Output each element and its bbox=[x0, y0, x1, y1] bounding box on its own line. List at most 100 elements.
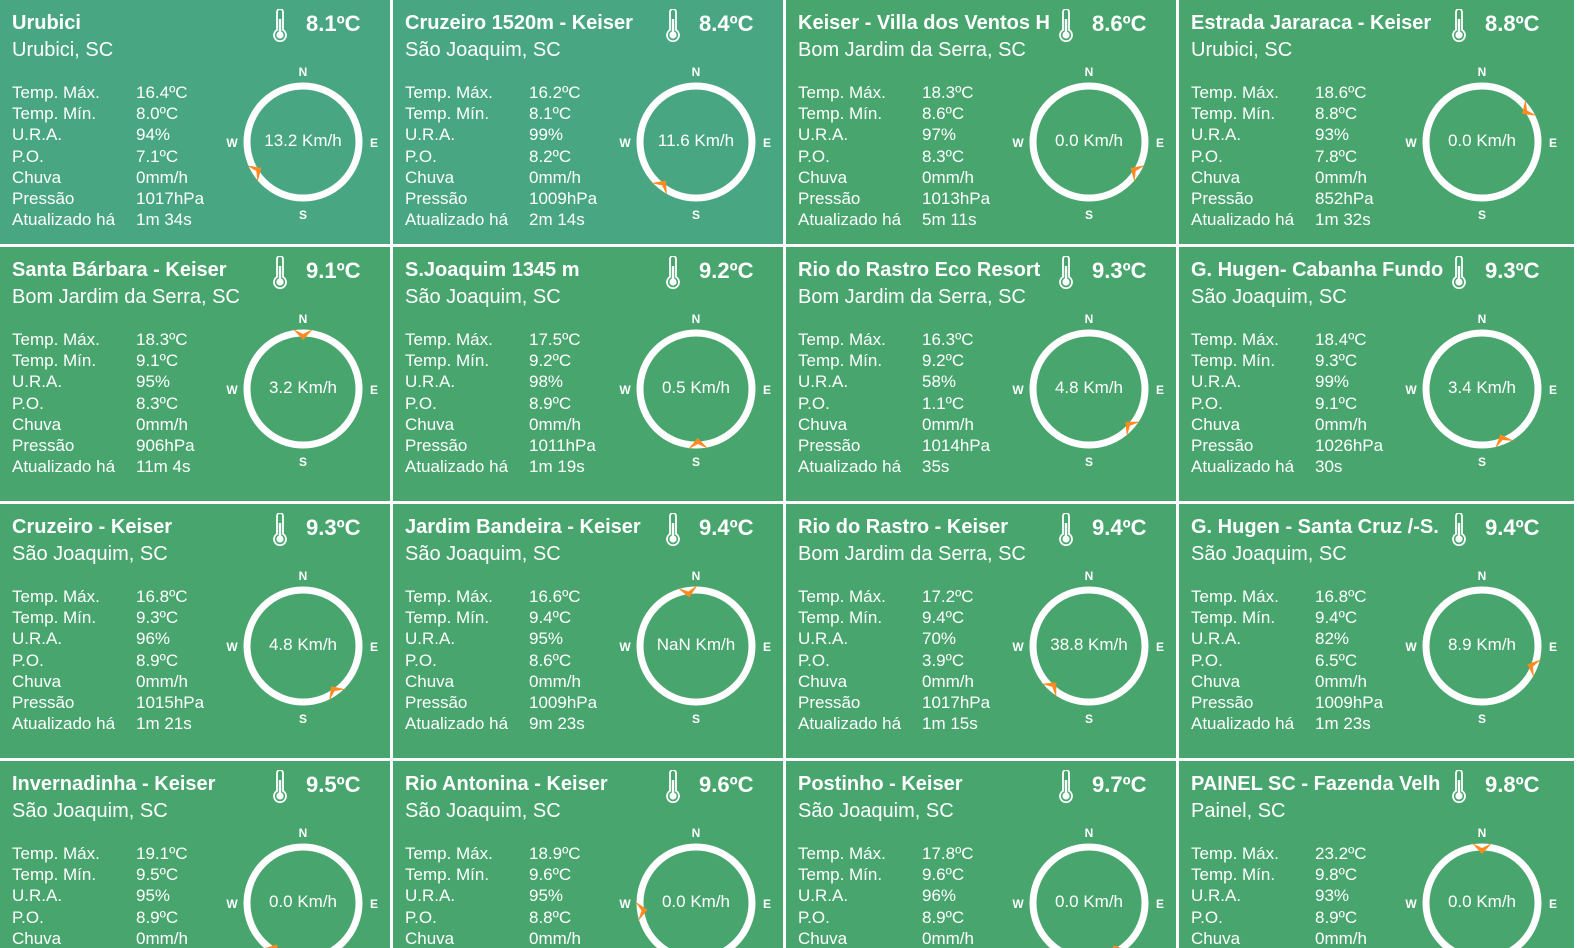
stat-pressure: Pressão 1009hPa bbox=[405, 692, 597, 713]
station-name[interactable]: Jardim Bandeira - Keiser bbox=[405, 516, 641, 538]
stat-dew-point: P.O. 8.6ºC bbox=[405, 650, 597, 671]
station-stats: Temp. Máx. 16.8ºC Temp. Mín. 9.3ºC U.R.A. 9… bbox=[12, 586, 204, 734]
stat-rain: Chuva 0mm/h bbox=[405, 414, 596, 435]
stat-label: Pressão bbox=[798, 189, 861, 209]
stat-value: 0mm/h bbox=[136, 928, 188, 948]
stat-label: Temp. Mín. bbox=[1191, 104, 1276, 124]
station-city: São Joaquim, SC bbox=[1191, 543, 1347, 565]
stat-label: U.R.A. bbox=[12, 125, 63, 145]
station-name[interactable]: S.Joaquim 1345 m bbox=[405, 259, 580, 281]
station-card[interactable]: Urubici Urubici, SC 8.1ºC Temp. Máx. 16.4… bbox=[0, 0, 390, 244]
station-name[interactable]: Invernadinha - Keiser bbox=[12, 773, 216, 795]
compass-east: E bbox=[763, 897, 771, 911]
stat-label: Chuva bbox=[798, 414, 848, 434]
compass-south: S bbox=[299, 208, 307, 222]
stat-humidity: U.R.A. 93% bbox=[1191, 885, 1367, 906]
stat-max-temp: Temp. Máx. 16.8ºC bbox=[1191, 586, 1383, 607]
compass-ring bbox=[636, 82, 756, 202]
station-card[interactable]: Santa Bárbara - Keiser Bom Jardim da Ser… bbox=[0, 247, 390, 501]
stat-updated: Atualizado há 1m 15s bbox=[798, 713, 990, 734]
compass-west: W bbox=[619, 136, 631, 150]
station-name[interactable]: Postinho - Keiser bbox=[798, 773, 963, 795]
wind-direction-arrow-icon bbox=[329, 686, 346, 701]
stat-value: 0mm/h bbox=[922, 167, 974, 187]
thermometer-icon bbox=[1059, 256, 1073, 290]
compass-west: W bbox=[1012, 897, 1024, 911]
stat-label: Temp. Mín. bbox=[12, 351, 97, 371]
stat-label: U.R.A. bbox=[1191, 372, 1242, 392]
stat-label: Chuva bbox=[405, 167, 455, 187]
station-card[interactable]: Cruzeiro 1520m - Keiser São Joaquim, SC … bbox=[393, 0, 783, 244]
stat-label: Atualizado há bbox=[12, 457, 116, 477]
station-name[interactable]: Urubici bbox=[12, 12, 81, 34]
stat-pressure: Pressão 1009hPa bbox=[1191, 692, 1383, 713]
stat-updated: Atualizado há 2m 14s bbox=[405, 209, 597, 230]
station-card[interactable]: S.Joaquim 1345 m São Joaquim, SC 9.2ºC T… bbox=[393, 247, 783, 501]
stat-value: 852hPa bbox=[1315, 189, 1374, 209]
stat-label: U.R.A. bbox=[1191, 629, 1242, 649]
stat-value: 16.4ºC bbox=[136, 83, 188, 102]
station-card[interactable]: Rio do Rastro - Keiser Bom Jardim da Ser… bbox=[786, 504, 1176, 758]
wind-compass: N S E W bbox=[619, 312, 771, 469]
station-card[interactable]: G. Hugen - Santa Cruz /-S. São Joaquim, … bbox=[1179, 504, 1574, 758]
stat-value: 1026hPa bbox=[1315, 436, 1384, 456]
stat-label: Temp. Máx. bbox=[405, 587, 493, 606]
station-card[interactable]: PAINEL SC - Fazenda Velh Painel, SC 9.8º… bbox=[1179, 761, 1574, 948]
station-name[interactable]: Rio do Rastro - Keiser bbox=[798, 516, 1009, 538]
wind-speed: 4.8 Km/h bbox=[1054, 378, 1124, 397]
stat-max-temp: Temp. Máx. 19.1ºC bbox=[12, 843, 188, 864]
stat-value: 35s bbox=[922, 457, 950, 477]
station-name[interactable]: Rio do Rastro Eco Resort bbox=[798, 259, 1041, 281]
station-name[interactable]: Estrada Jararaca - Keiser bbox=[1191, 12, 1432, 34]
station-name[interactable]: Santa Bárbara - Keiser bbox=[12, 259, 227, 281]
stat-humidity: U.R.A. 95% bbox=[405, 628, 597, 649]
station-card[interactable]: G. Hugen- Cabanha Fundo São Joaquim, SC … bbox=[1179, 247, 1574, 501]
stat-max-temp: Temp. Máx. 17.8ºC bbox=[798, 843, 974, 864]
station-name[interactable]: Rio Antonina - Keiser bbox=[405, 773, 608, 795]
station-name[interactable]: Cruzeiro 1520m - Keiser bbox=[405, 12, 633, 34]
stat-value: 9.4ºC bbox=[529, 608, 572, 628]
compass-ring bbox=[1029, 843, 1149, 948]
station-card[interactable]: Cruzeiro - Keiser São Joaquim, SC 9.3ºC … bbox=[0, 504, 390, 758]
station-name[interactable]: PAINEL SC - Fazenda Velh bbox=[1191, 773, 1441, 795]
stat-value: 16.6ºC bbox=[529, 587, 581, 606]
station-card[interactable]: Keiser - Villa dos Ventos H Bom Jardim d… bbox=[786, 0, 1176, 244]
station-name[interactable]: Keiser - Villa dos Ventos H bbox=[798, 12, 1050, 34]
stat-value: 3.9ºC bbox=[922, 650, 965, 670]
stat-label: Temp. Máx. bbox=[12, 587, 100, 606]
stat-value: 95% bbox=[529, 629, 564, 649]
stat-label: Temp. Mín. bbox=[798, 104, 883, 124]
stat-value: 906hPa bbox=[136, 436, 195, 456]
stat-label: P.O. bbox=[12, 146, 44, 166]
station-card[interactable]: Rio do Rastro Eco Resort Bom Jardim da S… bbox=[786, 247, 1176, 501]
stat-value: 16.2ºC bbox=[529, 83, 581, 102]
stat-rain: Chuva 0mm/h bbox=[405, 671, 597, 692]
stat-label: Chuva bbox=[1191, 928, 1241, 948]
stat-label: Atualizado há bbox=[1191, 714, 1295, 734]
stat-dew-point: P.O. 3.9ºC bbox=[798, 650, 990, 671]
station-card[interactable]: Postinho - Keiser São Joaquim, SC 9.7ºC … bbox=[786, 761, 1176, 948]
stat-value: 17.8ºC bbox=[922, 844, 974, 863]
stat-value: 9.1ºC bbox=[1315, 393, 1358, 413]
station-card[interactable]: Jardim Bandeira - Keiser São Joaquim, SC… bbox=[393, 504, 783, 758]
stat-label: Chuva bbox=[1191, 167, 1241, 187]
station-card[interactable]: Estrada Jararaca - Keiser Urubici, SC 8.… bbox=[1179, 0, 1574, 244]
stat-humidity: U.R.A. 82% bbox=[1191, 628, 1383, 649]
station-card[interactable]: Invernadinha - Keiser São Joaquim, SC 9.… bbox=[0, 761, 390, 948]
stat-max-temp: Temp. Máx. 17.2ºC bbox=[798, 586, 990, 607]
stat-value: 17.2ºC bbox=[922, 587, 974, 606]
station-card[interactable]: Rio Antonina - Keiser São Joaquim, SC 9.… bbox=[393, 761, 783, 948]
current-temperature: 9.4ºC bbox=[1092, 515, 1147, 540]
station-name[interactable]: Cruzeiro - Keiser bbox=[12, 516, 173, 538]
thermometer-icon bbox=[1452, 9, 1466, 43]
stat-humidity: U.R.A. 98% bbox=[405, 371, 596, 392]
stat-value: 58% bbox=[922, 372, 957, 392]
stat-rain: Chuva 0mm/h bbox=[1191, 671, 1383, 692]
stat-label: Temp. Mín. bbox=[1191, 608, 1276, 628]
station-name[interactable]: G. Hugen - Santa Cruz /-S. bbox=[1191, 516, 1439, 538]
stat-value: 8.6ºC bbox=[529, 650, 572, 670]
station-name[interactable]: G. Hugen- Cabanha Fundo bbox=[1191, 259, 1444, 281]
wind-speed: 8.9 Km/h bbox=[1447, 635, 1517, 654]
station-stats: Temp. Máx. 19.1ºC Temp. Mín. 9.5ºC U.R.A. 9… bbox=[12, 843, 188, 948]
stat-label: Temp. Mín. bbox=[1191, 351, 1276, 371]
